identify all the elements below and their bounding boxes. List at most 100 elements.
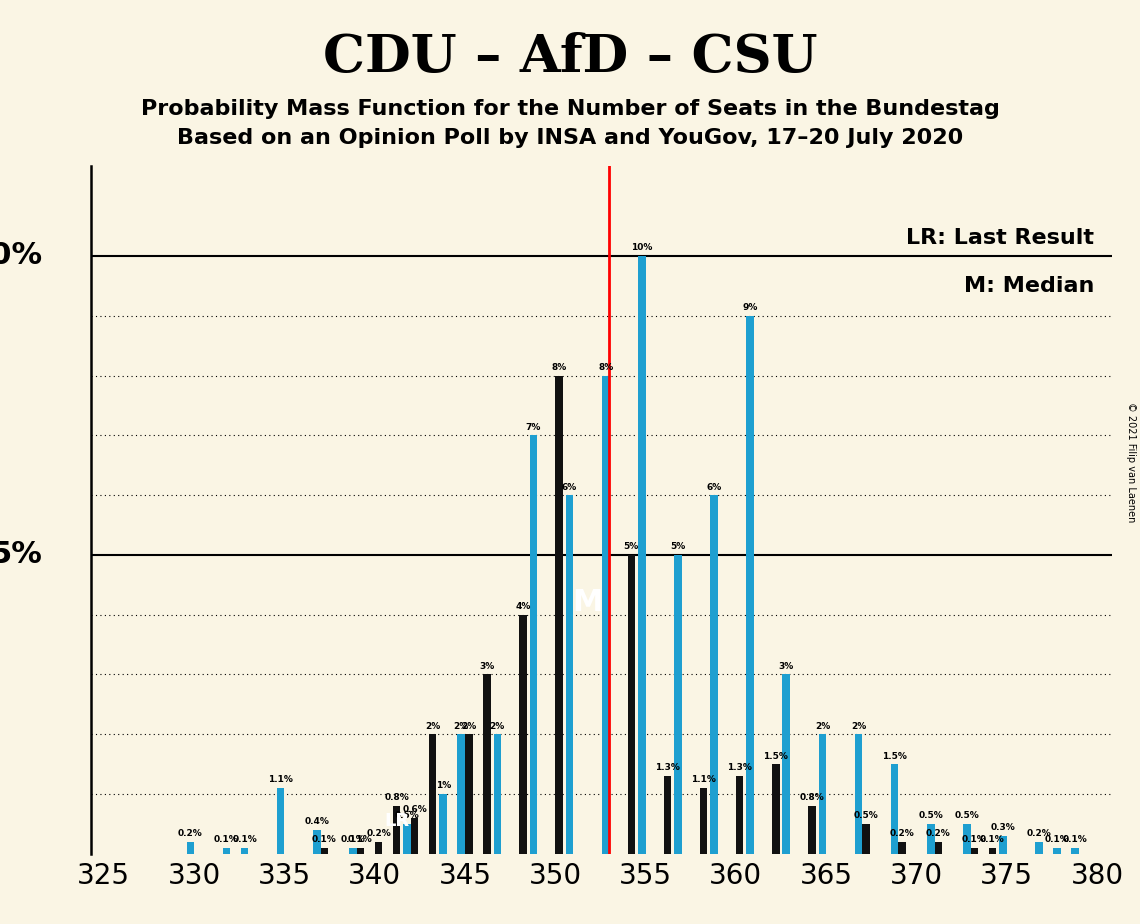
Bar [565,495,573,854]
Text: 0.2%: 0.2% [1027,829,1051,838]
Bar [855,735,862,854]
Bar [782,675,790,854]
Bar [530,435,537,854]
Text: 0.1%: 0.1% [1044,835,1069,845]
Text: CDU – AfD – CSU: CDU – AfD – CSU [323,32,817,83]
Bar [555,375,563,854]
Bar [314,830,320,854]
Bar [927,824,935,854]
Text: 0.5%: 0.5% [854,811,879,821]
Text: 0.5%: 0.5% [954,811,979,821]
Bar [429,735,437,854]
Text: 5%: 5% [0,541,42,569]
Bar [638,256,645,854]
Text: 0.8%: 0.8% [384,794,409,802]
Bar [736,776,743,854]
Text: 0.2%: 0.2% [178,829,203,838]
Text: 8%: 8% [598,363,613,372]
Bar [963,824,970,854]
Text: 0.5%: 0.5% [919,811,943,821]
Text: 1.5%: 1.5% [882,751,907,760]
Text: LR: LR [384,812,410,830]
Text: 0.8%: 0.8% [799,794,824,802]
Text: 0.1%: 0.1% [233,835,256,845]
Text: 0.1%: 0.1% [980,835,1004,845]
Bar [320,848,328,854]
Bar [898,842,906,854]
Bar [483,675,490,854]
Text: 0.2%: 0.2% [366,829,391,838]
Text: 1.3%: 1.3% [727,763,752,772]
Text: Based on an Opinion Poll by INSA and YouGov, 17–20 July 2020: Based on an Opinion Poll by INSA and You… [177,128,963,148]
Text: 2%: 2% [425,722,440,731]
Text: M: Median: M: Median [963,276,1094,297]
Bar [890,764,898,854]
Text: 0.1%: 0.1% [312,835,336,845]
Text: 0.1%: 0.1% [214,835,239,845]
Text: 6%: 6% [562,482,577,492]
Text: Probability Mass Function for the Number of Seats in the Bundestag: Probability Mass Function for the Number… [140,99,1000,119]
Text: 5%: 5% [624,542,638,552]
Bar [439,794,447,854]
Text: 6%: 6% [707,482,722,492]
Bar [808,806,816,854]
Bar [457,735,465,854]
Text: 9%: 9% [742,303,758,312]
Text: 2%: 2% [462,722,477,731]
Text: 10%: 10% [632,243,652,252]
Bar [494,735,502,854]
Bar [410,818,418,854]
Bar [819,735,826,854]
Bar [519,614,527,854]
Text: 2%: 2% [815,722,830,731]
Bar [465,735,473,854]
Text: 0.1%: 0.1% [1062,835,1088,845]
Text: LR: Last Result: LR: Last Result [906,228,1094,249]
Text: 4%: 4% [515,602,530,611]
Text: 1.1%: 1.1% [268,775,293,784]
Bar [999,836,1007,854]
Text: 1.3%: 1.3% [656,763,679,772]
Bar [1035,842,1043,854]
Bar [602,375,610,854]
Bar [1072,848,1078,854]
Text: M: M [572,589,603,617]
Bar [988,848,996,854]
Text: 8%: 8% [552,363,567,372]
Bar [970,848,978,854]
Bar [674,555,682,854]
Bar [404,824,410,854]
Bar [241,848,249,854]
Text: 0.1%: 0.1% [341,835,365,845]
Bar [772,764,780,854]
Text: 1.1%: 1.1% [691,775,716,784]
Text: 2%: 2% [454,722,469,731]
Text: 1.5%: 1.5% [764,751,788,760]
Text: 0.1%: 0.1% [962,835,987,845]
Bar [1053,848,1061,854]
Bar [277,788,284,854]
Bar [187,842,194,854]
Text: 0.1%: 0.1% [348,835,373,845]
Bar [349,848,357,854]
Text: 3%: 3% [479,662,495,671]
Bar [375,842,382,854]
Text: 5%: 5% [670,542,685,552]
Bar [700,788,707,854]
Text: 2%: 2% [490,722,505,731]
Bar [393,806,400,854]
Bar [663,776,671,854]
Text: 0.2%: 0.2% [890,829,914,838]
Text: 0.5%: 0.5% [394,811,420,821]
Text: © 2021 Filip van Laenen: © 2021 Filip van Laenen [1126,402,1135,522]
Text: 10%: 10% [0,241,42,271]
Text: 0.6%: 0.6% [402,806,428,814]
Text: 0.3%: 0.3% [991,823,1016,833]
Bar [627,555,635,854]
Bar [710,495,718,854]
Bar [935,842,942,854]
Text: 0.2%: 0.2% [926,829,951,838]
Text: 3%: 3% [779,662,793,671]
Bar [747,316,754,854]
Bar [862,824,870,854]
